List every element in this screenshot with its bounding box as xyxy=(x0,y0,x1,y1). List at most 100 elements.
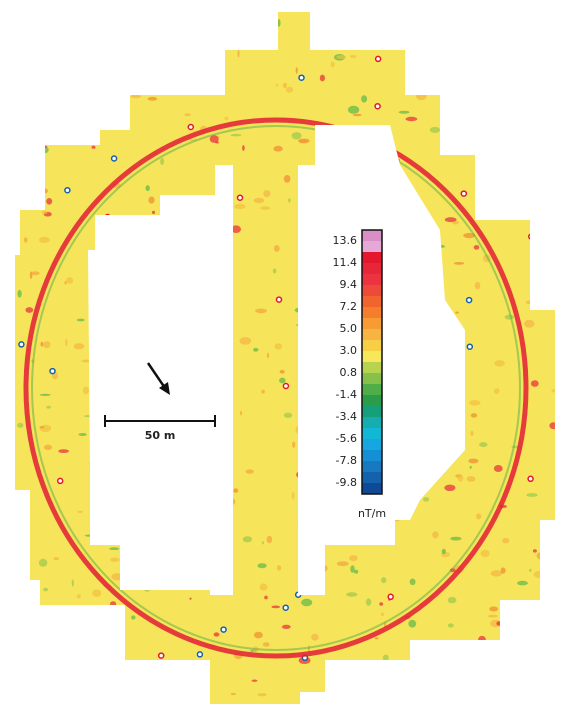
texture-spot xyxy=(350,55,356,58)
texture-spot xyxy=(418,691,428,693)
legend-unit: nT/m xyxy=(358,507,386,520)
texture-spot xyxy=(233,488,238,493)
texture-ring xyxy=(388,594,393,599)
texture-spot xyxy=(99,676,110,681)
texture-spot xyxy=(543,619,549,625)
survey-map: 13.611.49.47.25.03.00.8-1.4-3.4-5.6-7.8-… xyxy=(0,0,567,704)
texture-spot xyxy=(344,45,350,50)
texture-spot xyxy=(524,320,534,328)
texture-spot xyxy=(549,422,557,429)
texture-ring xyxy=(19,342,24,347)
texture-spot xyxy=(428,50,431,57)
legend-swatch xyxy=(362,362,382,373)
texture-spot xyxy=(243,536,252,542)
texture-spot xyxy=(78,433,86,436)
texture-spot xyxy=(516,103,525,110)
texture-spot xyxy=(298,0,303,6)
texture-ring xyxy=(50,369,55,374)
texture-spot xyxy=(296,67,298,74)
texture-spot xyxy=(485,668,490,671)
legend-swatch xyxy=(362,439,382,450)
texture-spot xyxy=(8,405,15,408)
texture-ring xyxy=(528,476,533,481)
texture-spot xyxy=(545,589,554,594)
texture-spot xyxy=(505,315,514,320)
texture-spot xyxy=(114,80,119,86)
texture-spot xyxy=(533,170,539,172)
texture-ring xyxy=(238,195,243,200)
texture-spot xyxy=(361,21,372,24)
texture-spot xyxy=(257,693,266,696)
texture-spot xyxy=(215,141,219,143)
texture-spot xyxy=(45,67,47,72)
texture-spot xyxy=(416,92,427,100)
texture-ring xyxy=(63,620,68,625)
texture-spot xyxy=(263,642,270,646)
texture-spot xyxy=(148,97,158,101)
texture-spot xyxy=(82,681,88,686)
texture-spot xyxy=(392,34,402,37)
texture-spot xyxy=(298,139,310,143)
texture-spot xyxy=(282,625,291,629)
texture-spot xyxy=(410,579,416,586)
legend-swatch xyxy=(362,285,382,296)
legend-label: 0.8 xyxy=(340,366,358,379)
texture-spot xyxy=(442,549,446,554)
texture-spot xyxy=(470,466,472,469)
texture-spot xyxy=(553,51,559,55)
texture-spot xyxy=(479,442,487,447)
texture-spot xyxy=(240,337,252,345)
texture-spot xyxy=(40,425,52,432)
texture-spot xyxy=(59,107,63,110)
texture-spot xyxy=(214,632,220,636)
texture-spot xyxy=(526,493,537,497)
texture-spot xyxy=(207,76,215,80)
texture-spot xyxy=(50,656,58,660)
texture-spot xyxy=(511,13,522,16)
texture-spot xyxy=(39,237,50,243)
texture-spot xyxy=(361,95,367,102)
texture-spot xyxy=(110,601,116,607)
texture-spot xyxy=(277,19,280,27)
texture-spot xyxy=(4,545,7,549)
texture-ring xyxy=(542,542,547,547)
legend-label: -7.8 xyxy=(336,454,357,467)
texture-spot xyxy=(537,19,548,22)
legend-swatch xyxy=(362,274,382,285)
texture-spot xyxy=(533,549,537,552)
texture-spot xyxy=(476,513,481,519)
texture-spot xyxy=(553,131,559,136)
texture-spot xyxy=(162,38,171,42)
texture-spot xyxy=(47,11,53,17)
texture-spot xyxy=(531,380,539,387)
texture-spot xyxy=(537,552,546,560)
texture-spot xyxy=(39,559,47,567)
texture-spot xyxy=(18,53,27,57)
texture-spot xyxy=(21,628,24,633)
texture-spot xyxy=(238,50,240,58)
texture-ring xyxy=(283,384,288,389)
legend-swatch xyxy=(362,384,382,395)
texture-spot xyxy=(469,400,480,406)
texture-spot xyxy=(431,74,435,79)
texture-ring xyxy=(221,627,226,632)
texture-spot xyxy=(455,312,459,314)
texture-ring xyxy=(283,605,288,610)
texture-spot xyxy=(267,353,269,358)
texture-spot xyxy=(31,169,35,173)
texture-spot xyxy=(335,694,338,697)
texture-spot xyxy=(189,598,191,600)
texture-spot xyxy=(0,511,3,514)
texture-spot xyxy=(532,50,536,52)
texture-ring xyxy=(58,478,63,483)
texture-spot xyxy=(311,34,321,40)
texture-spot xyxy=(80,673,86,678)
texture-ring xyxy=(547,651,552,656)
texture-spot xyxy=(448,623,454,627)
texture-spot xyxy=(331,4,334,11)
texture-spot xyxy=(0,236,6,241)
texture-spot xyxy=(158,2,168,5)
legend-label: 3.0 xyxy=(340,344,358,357)
texture-spot xyxy=(284,175,291,183)
texture-spot xyxy=(490,16,499,22)
